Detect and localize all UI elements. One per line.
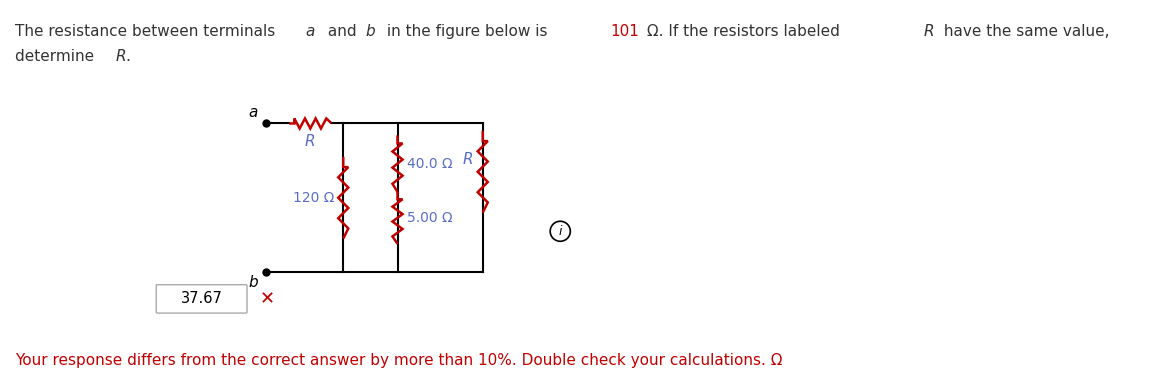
Text: R: R: [305, 134, 316, 149]
Text: in the figure below is: in the figure below is: [382, 24, 552, 39]
Text: 120 Ω: 120 Ω: [292, 191, 334, 205]
Text: Your response differs from the correct answer by more than 10%. Double check you: Your response differs from the correct a…: [15, 353, 783, 368]
Text: R: R: [115, 49, 126, 64]
Text: R: R: [924, 24, 934, 39]
Text: The resistance between terminals: The resistance between terminals: [15, 24, 281, 39]
Text: ✕: ✕: [260, 290, 275, 308]
Text: 37.67: 37.67: [181, 291, 223, 307]
Text: Ω. If the resistors labeled: Ω. If the resistors labeled: [642, 24, 845, 39]
Text: a: a: [248, 105, 257, 120]
Text: 40.0 Ω: 40.0 Ω: [407, 157, 452, 171]
Text: b: b: [366, 24, 375, 39]
Text: a: a: [305, 24, 315, 39]
Text: determine: determine: [15, 49, 99, 64]
Text: b: b: [248, 275, 257, 290]
Text: 5.00 Ω: 5.00 Ω: [407, 211, 452, 225]
FancyBboxPatch shape: [156, 285, 247, 313]
Text: and: and: [323, 24, 361, 39]
Text: 101: 101: [610, 24, 640, 39]
Text: R: R: [463, 152, 473, 167]
Text: i: i: [558, 225, 562, 238]
Text: .: .: [126, 49, 130, 64]
Text: have the same value,: have the same value,: [939, 24, 1109, 39]
